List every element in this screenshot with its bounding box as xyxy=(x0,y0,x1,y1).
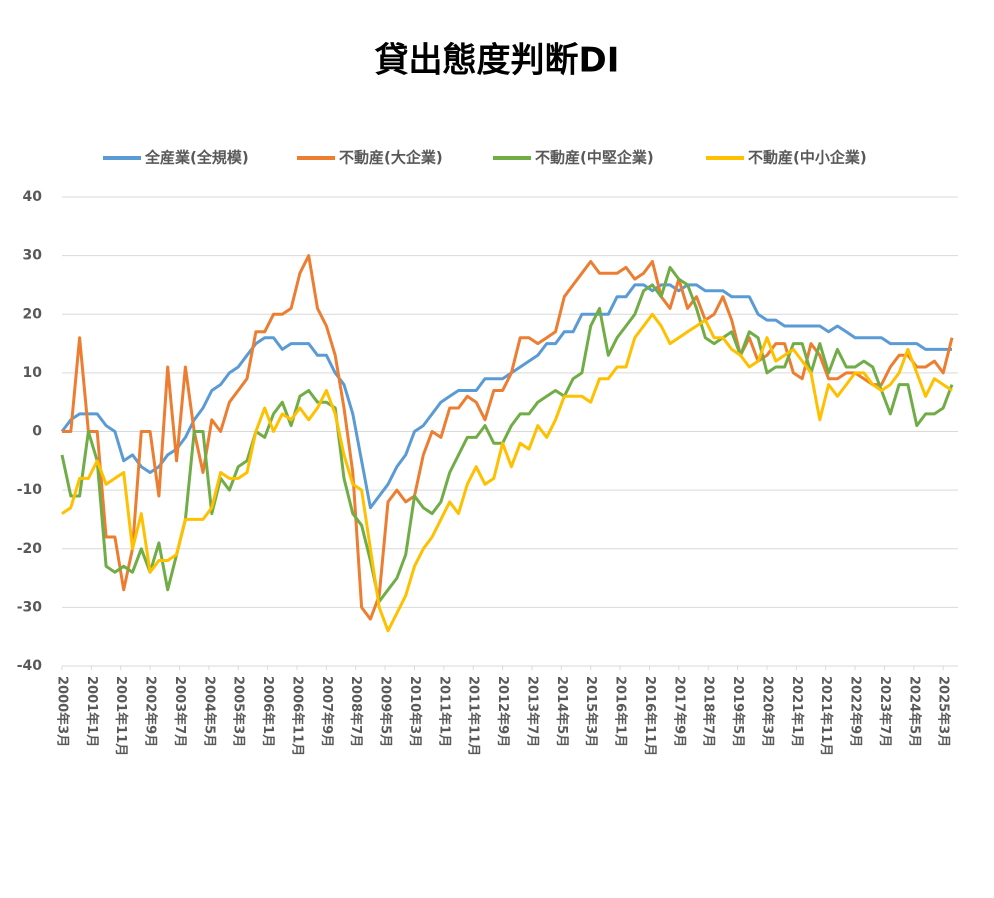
x-tick-label: 2016年1月 xyxy=(613,676,629,747)
x-tick-label: 2017年9月 xyxy=(671,676,687,747)
x-tick-label: 2012年9月 xyxy=(495,676,511,747)
legend-label: 不動産(中堅企業) xyxy=(535,149,654,167)
series-line xyxy=(62,254,954,621)
chart-title: 貸出態度判断DI xyxy=(375,41,620,81)
x-tick-label: 2020年3月 xyxy=(759,676,775,747)
series-line xyxy=(61,312,953,633)
x-tick-label: 2004年5月 xyxy=(201,676,217,747)
y-tick-label: -20 xyxy=(17,541,43,557)
x-tick-label: 2021年11月 xyxy=(818,676,834,756)
legend-label: 不動産(中小企業) xyxy=(748,149,867,167)
y-tick-label: 0 xyxy=(32,424,42,440)
y-tick-label: 10 xyxy=(23,365,43,381)
y-tick-label: 20 xyxy=(23,306,43,322)
legend-label: 不動産(大企業) xyxy=(339,149,443,167)
x-tick-label: 2009年5月 xyxy=(378,676,394,747)
x-tick-label: 2001年1月 xyxy=(84,676,100,747)
x-tick-label: 2011年11月 xyxy=(466,676,482,756)
y-tick-label: -40 xyxy=(17,658,43,674)
y-tick-label: -10 xyxy=(17,482,43,498)
x-tick-label: 2005年3月 xyxy=(231,676,247,747)
x-tick-label: 2025年3月 xyxy=(936,676,952,747)
legend-label: 全産業(全規模) xyxy=(144,149,249,167)
x-tick-label: 2014年5月 xyxy=(554,676,570,747)
x-tick-label: 2016年11月 xyxy=(642,676,658,756)
x-tick-label: 2021年1月 xyxy=(789,676,805,747)
series-line xyxy=(60,283,952,510)
y-tick-label: 40 xyxy=(23,189,43,205)
x-tick-label: 2007年9月 xyxy=(319,676,335,747)
x-tick-label: 2022年9月 xyxy=(848,676,864,747)
x-tick-label: 2010年3月 xyxy=(407,676,423,747)
x-tick-label: 2006年11月 xyxy=(289,676,305,756)
x-tick-label: 2024年5月 xyxy=(906,676,922,747)
x-tick-label: 2013年7月 xyxy=(524,676,540,747)
x-tick-label: 2000年3月 xyxy=(55,676,71,747)
x-tick-label: 2019年5月 xyxy=(730,676,746,747)
x-tick-label: 2008年7月 xyxy=(348,676,364,747)
x-tick-label: 2018年7月 xyxy=(701,676,717,747)
x-tick-label: 2015年3月 xyxy=(583,676,599,747)
series-line xyxy=(60,265,954,603)
x-tick-label: 2001年11月 xyxy=(113,676,129,756)
x-tick-label: 2003年7月 xyxy=(172,676,188,747)
x-tick-label: 2023年7月 xyxy=(877,676,893,747)
y-tick-label: 30 xyxy=(23,248,43,264)
legend: 全産業(全規模) 不動産(大企業) 不動産(中堅企業) 不動産(中小企業) xyxy=(103,149,867,167)
x-tick-label: 2006年1月 xyxy=(260,676,276,747)
x-tick-label: 2011年1月 xyxy=(436,676,452,747)
y-tick-label: -30 xyxy=(17,599,43,615)
x-tick-label: 2002年9月 xyxy=(143,676,159,747)
